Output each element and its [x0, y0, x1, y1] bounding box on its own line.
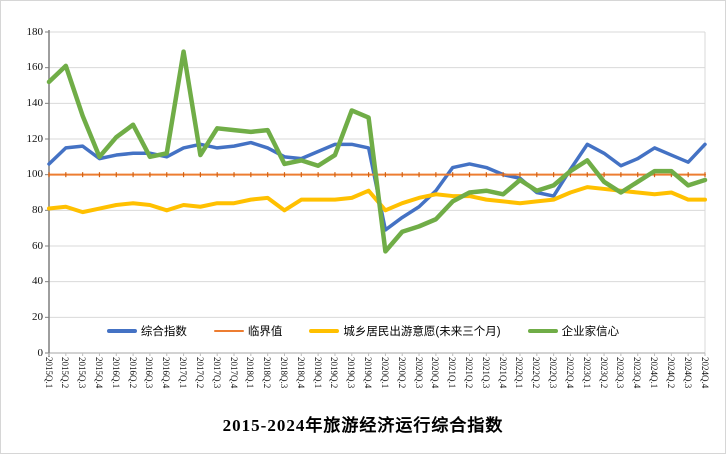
legend-label: 城乡居民出游意愿(未来三个月): [343, 326, 501, 338]
x-axis-tick-label: 2016Q.3: [144, 357, 155, 389]
x-axis-tick-label: 2023Q.2: [598, 357, 609, 389]
legend-swatch-entrepreneur-confidence: [527, 329, 558, 333]
x-axis-tick-label: 2016Q.2: [127, 357, 138, 389]
x-axis-tick-label: 2024Q.3: [682, 357, 693, 389]
x-axis-tick-label: 2015Q.1: [43, 357, 54, 389]
y-axis-tick-label: 180: [26, 25, 44, 38]
x-axis-tick-label: 2024Q.1: [649, 357, 660, 389]
x-axis-tick-label: 2015Q.3: [77, 357, 88, 389]
x-axis-tick-label: 2017Q.2: [194, 357, 205, 389]
x-axis-tick-label: 2024Q.2: [665, 357, 676, 389]
y-axis-tick-label: 100: [26, 168, 44, 181]
x-axis-tick-label: 2015Q.4: [93, 357, 104, 389]
x-axis-tick-label: 2020Q.3: [413, 357, 424, 389]
legend-swatch-threshold: [213, 330, 244, 332]
x-axis-tick-label: 2021Q.1: [447, 357, 458, 389]
x-axis-tick-label: 2021Q.4: [497, 357, 508, 389]
y-axis-tick-label: 20: [32, 310, 43, 323]
x-axis-tick-label: 2022Q.2: [531, 357, 542, 389]
x-axis-tick-label: 2021Q.2: [464, 357, 474, 389]
x-axis-tick-label: 2019Q.1: [312, 357, 323, 389]
x-axis-tick-label: 2020Q.4: [430, 357, 441, 389]
legend-swatch-composite-index: [106, 329, 137, 333]
legend: 综合指数 临界值 城乡居民出游意愿(未来三个月) 企业家信心: [1, 321, 725, 341]
legend-item-entrepreneur-confidence: 企业家信心: [527, 323, 620, 339]
x-axis-tick-label: 2016Q.1: [110, 357, 121, 389]
series-line-entrepreneur-confidence: [46, 49, 708, 254]
x-axis-tick-label: 2017Q.4: [228, 357, 239, 389]
x-axis-tick-label: 2015Q.2: [60, 357, 71, 389]
y-axis-tick-label: 80: [32, 203, 43, 216]
y-axis-tick-label: 160: [26, 61, 44, 74]
y-axis-tick-label: 40: [32, 275, 43, 288]
legend-label: 企业家信心: [561, 326, 620, 338]
x-axis-tick-label: 2024Q.4: [699, 357, 710, 389]
x-axis-tick-label: 2023Q.3: [615, 357, 626, 389]
x-axis-tick-label: 2021Q.3: [480, 357, 491, 389]
x-axis-tick-label: 2023Q.4: [632, 357, 643, 389]
y-axis-tick-label: 120: [26, 132, 44, 145]
legend-item-threshold: 临界值: [213, 323, 283, 339]
x-axis-tick-label: 2023Q.1: [581, 357, 592, 389]
x-axis-tick-label: 2019Q.3: [346, 357, 357, 389]
x-axis-tick-label: 2022Q.4: [564, 357, 575, 389]
legend-label: 综合指数: [140, 326, 187, 338]
x-axis-tick-label: 2018Q.1: [245, 357, 256, 389]
chart-title: 2015-2024年旅游经济运行综合指数: [222, 416, 504, 435]
x-axis-tick-label: 2020Q.1: [379, 357, 390, 389]
x-axis-tick-label: 2018Q.4: [295, 357, 306, 389]
x-axis-tick-label: 2019Q.2: [329, 357, 340, 389]
y-axis-tick-label: 140: [26, 96, 44, 109]
x-axis-tick-label: 2018Q.2: [262, 357, 273, 389]
legend-swatch-travel-willingness: [309, 329, 340, 333]
x-axis-tick-label: 2017Q.3: [211, 357, 222, 389]
x-axis-tick-label: 2022Q.3: [548, 357, 559, 389]
x-axis-tick-label: 2019Q.4: [363, 357, 374, 389]
y-axis-tick-label: 60: [32, 239, 43, 252]
x-axis-tick-label: 2016Q.4: [161, 357, 172, 389]
y-axis-tick-label: 0: [37, 346, 44, 359]
legend-item-composite-index: 综合指数: [106, 323, 187, 339]
x-axis-tick-label: 2018Q.3: [278, 357, 289, 389]
x-axis-tick-label: 2017Q.1: [178, 357, 189, 389]
legend-item-travel-willingness: 城乡居民出游意愿(未来三个月): [309, 323, 501, 339]
legend-label: 临界值: [247, 326, 283, 338]
x-axis-tick-label: 2020Q.2: [396, 357, 407, 389]
x-axis-tick-label: 2022Q.1: [514, 357, 525, 389]
